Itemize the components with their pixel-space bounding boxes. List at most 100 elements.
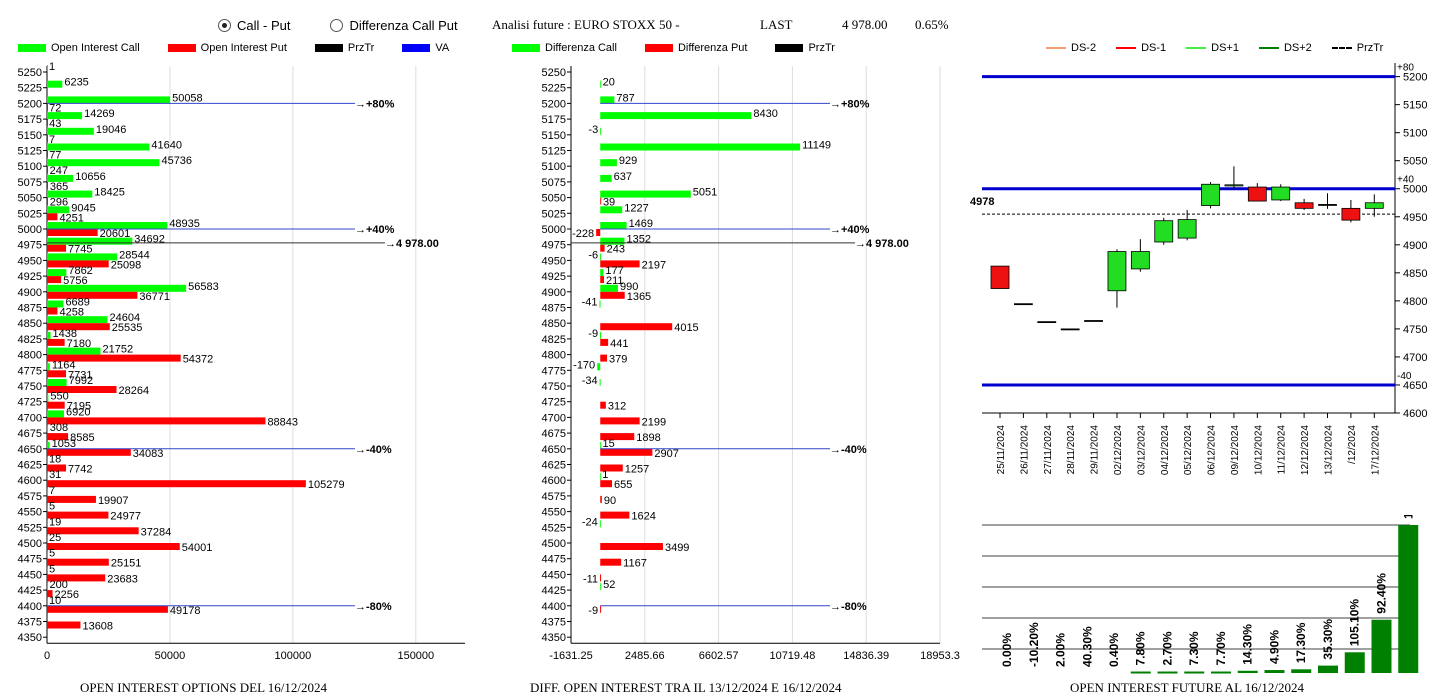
put-value-label: 49178 — [170, 605, 201, 617]
put-bar — [600, 401, 606, 409]
call-bar — [47, 237, 133, 245]
radio-differenza[interactable]: Differenza Call Put — [330, 18, 458, 33]
put-bar — [600, 495, 602, 503]
put-bar — [47, 590, 53, 598]
caption-right: OPEN INTEREST FUTURE AL 16/12/2024 — [1070, 680, 1305, 695]
date-label: 29/11/2024 — [1090, 425, 1101, 475]
date-label: 11/12/2024 — [1277, 425, 1288, 475]
future-oi-label: 2.70% — [1161, 631, 1175, 665]
future-oi-label: 14.30% — [1241, 624, 1255, 665]
va-label: →+40% — [830, 224, 870, 236]
call-bar — [47, 536, 48, 543]
put-bar — [47, 244, 67, 252]
put-value-label: 8585 — [70, 432, 94, 444]
call-value-label: 11149 — [802, 140, 831, 152]
call-value-label: -24 — [582, 516, 598, 528]
call-value-label: 10656 — [75, 171, 106, 183]
put-bar — [47, 166, 48, 174]
strike-label: 4775 — [18, 365, 42, 377]
x-tick-label: 6602.57 — [699, 650, 739, 662]
call-bar — [47, 253, 118, 261]
call-bar — [47, 426, 48, 434]
call-value-label: 21752 — [102, 344, 133, 356]
candle-body — [1341, 207, 1361, 221]
strike-label: 4400 — [18, 601, 42, 613]
put-bar — [47, 511, 109, 519]
candle-body — [1154, 220, 1174, 243]
call-value-label: 1 — [49, 61, 55, 73]
future-oi-label: 7.30% — [1187, 631, 1201, 665]
radio-call-put[interactable]: Call - Put — [218, 18, 290, 33]
future-oi-bar — [1211, 671, 1231, 674]
call-value-label: 31 — [49, 469, 61, 481]
y-tick-label: 5050 — [1403, 156, 1427, 168]
call-bar — [600, 441, 602, 449]
put-value-label: 90 — [604, 495, 616, 507]
strike-label: 5100 — [18, 161, 42, 173]
caption-left: OPEN INTEREST OPTIONS DEL 16/12/2024 — [80, 680, 327, 695]
call-value-label: 20 — [603, 77, 615, 89]
candle-body — [1318, 204, 1337, 206]
put-bar — [600, 323, 673, 331]
future-oi-label: 7.70% — [1214, 631, 1228, 665]
put-value-label: 105279 — [308, 479, 345, 491]
candle-body — [990, 265, 1010, 289]
call-bar — [47, 190, 93, 198]
call-value-label: 550 — [50, 391, 68, 403]
call-bar — [47, 520, 48, 528]
call-bar — [47, 127, 94, 135]
call-bar — [600, 583, 602, 591]
put-bar — [47, 307, 58, 315]
put-value-label: 2256 — [55, 589, 79, 601]
page-title: Analisi future : EURO STOXX 50 - — [492, 17, 680, 32]
strike-label: 5000 — [542, 224, 566, 236]
strike-label: 5075 — [18, 177, 42, 189]
call-value-label: 15 — [603, 438, 615, 450]
call-bar — [600, 159, 617, 167]
put-bar — [47, 448, 131, 456]
put-bar — [600, 448, 653, 456]
strike-label: 4600 — [542, 475, 566, 487]
future-oi-bar — [1237, 670, 1258, 673]
put-value-label: 54372 — [183, 354, 214, 366]
put-value-label: 19907 — [98, 495, 129, 507]
put-value-label: 1257 — [625, 464, 649, 476]
put-value-label: 3499 — [665, 542, 689, 554]
call-bar — [47, 269, 67, 277]
va-label: →-40% — [830, 444, 867, 456]
legend-label: Differenza Put — [677, 42, 748, 54]
strike-label: 5000 — [18, 224, 42, 236]
oi-diff-chart: -1631.25 2485.66 6602.57 10719.48 14836.39 18… — [542, 66, 960, 662]
put-bar — [600, 464, 623, 472]
date-label: 05/12/2024 — [1183, 425, 1194, 475]
price-label: →4 978.00 — [385, 238, 439, 250]
call-bar — [47, 96, 171, 104]
call-bar — [600, 174, 612, 182]
x-tick-label: 100000 — [275, 650, 312, 662]
strike-label: 4525 — [542, 522, 566, 534]
call-value-label: 929 — [619, 155, 637, 167]
legend-item-va: VA — [402, 42, 449, 54]
legend-label: PrzTr — [808, 42, 835, 54]
put-bar — [600, 291, 625, 299]
call-value-label: 52 — [603, 579, 615, 591]
change-pct: 0.65% — [915, 17, 949, 32]
legend-label: PrzTr — [1356, 42, 1384, 54]
call-bar — [47, 363, 50, 371]
call-bar — [47, 551, 48, 559]
call-value-label: 1438 — [53, 328, 77, 340]
call-value-label: -9 — [588, 328, 598, 340]
put-value-label: 72 — [49, 102, 61, 114]
put-value-label: 1365 — [627, 291, 651, 303]
future-candle-chart: 5200 5150 5100 5050 5000 4950 4900 4850 4800 4750… — [970, 63, 1427, 475]
put-value-label: 7745 — [68, 244, 92, 256]
y-tick-label: 4850 — [1403, 268, 1427, 280]
va-label: →+80% — [355, 98, 395, 110]
call-value-label: 6920 — [66, 406, 90, 418]
call-value-label: 6689 — [65, 297, 89, 309]
put-bar — [47, 150, 48, 158]
call-value-label: 5 — [49, 563, 55, 575]
call-value-label: 1164 — [52, 359, 76, 371]
put-value-label: 7 — [49, 134, 55, 146]
future-oi-label: 92.40% — [1375, 573, 1389, 614]
